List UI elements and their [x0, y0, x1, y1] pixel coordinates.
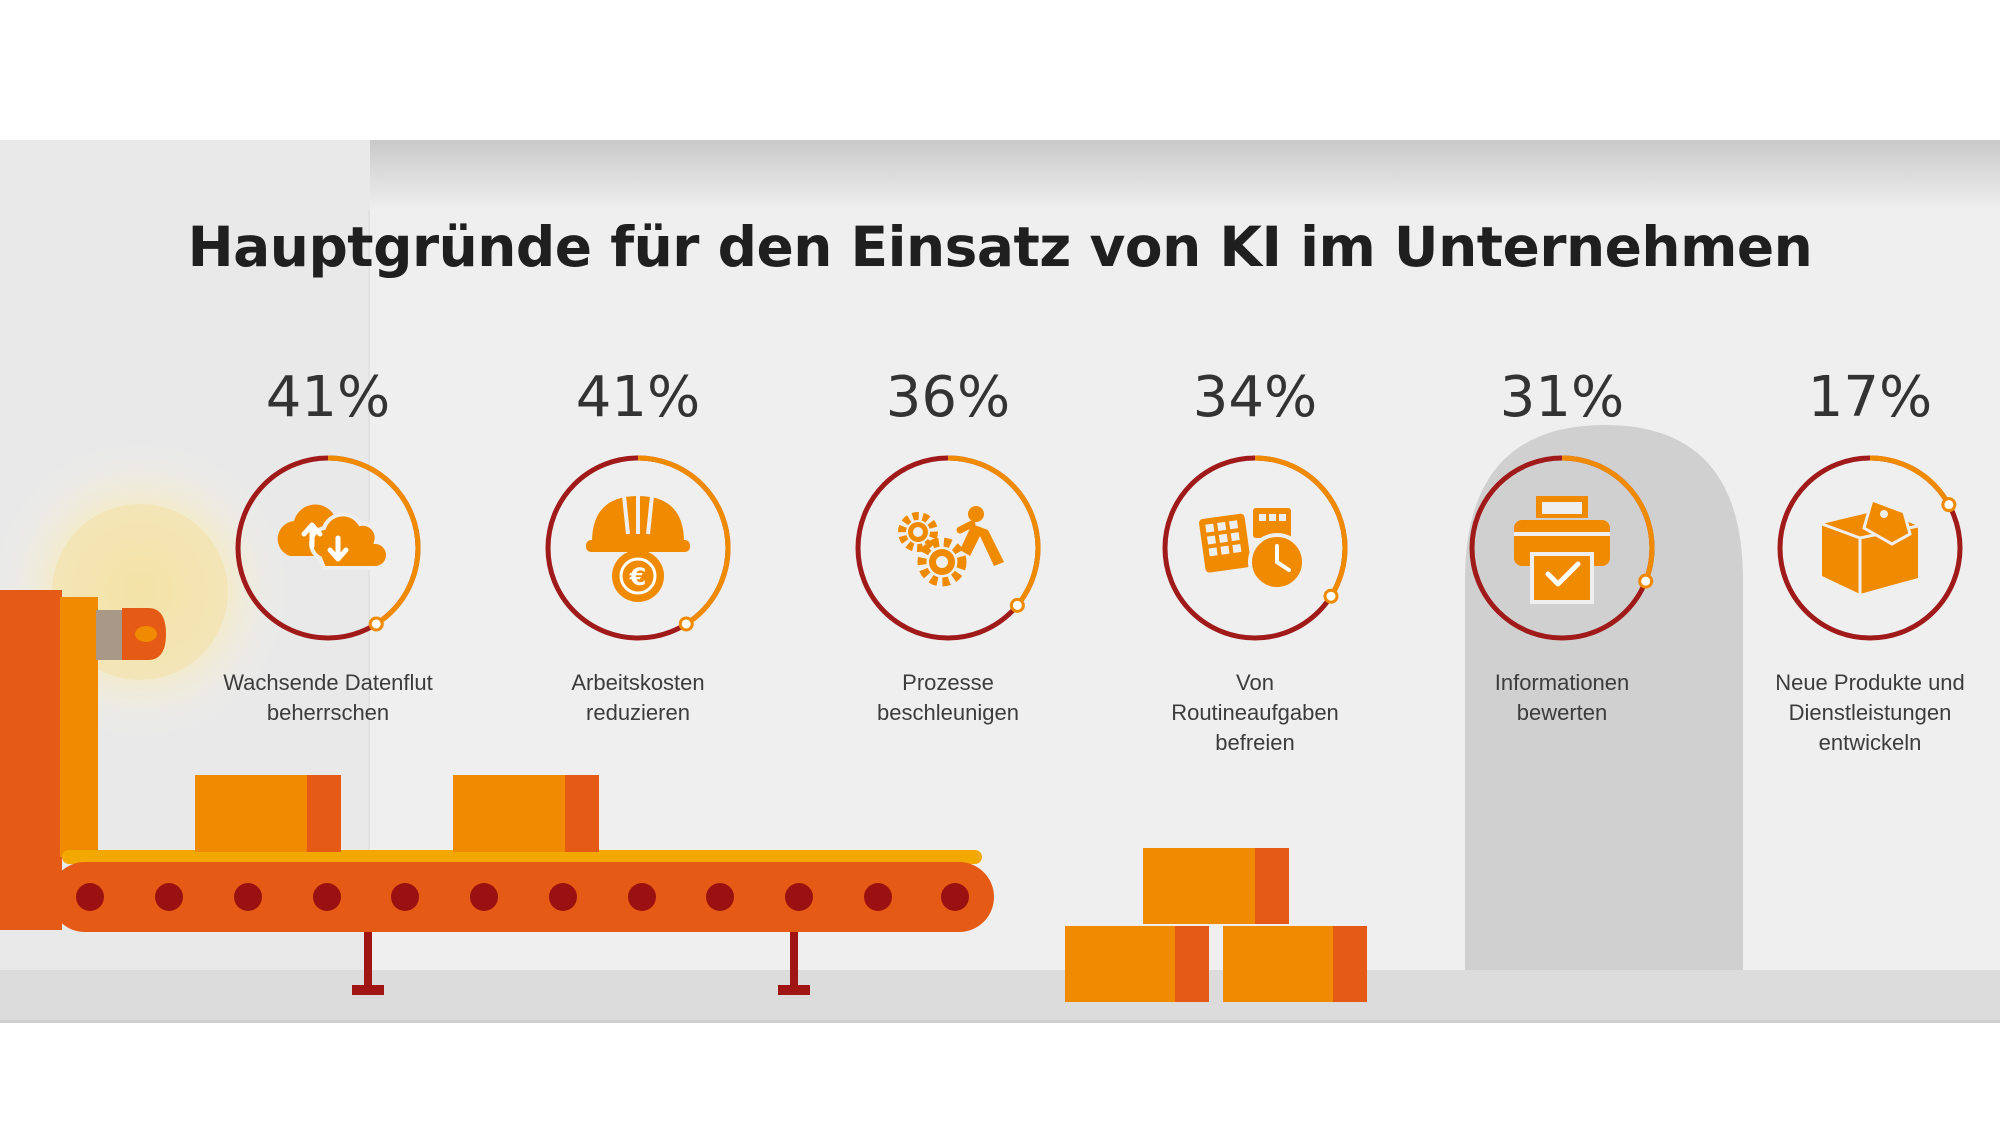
stat-label-3-line-2: beschleunigen: [877, 700, 1019, 725]
stat-value-1: 41%: [265, 365, 391, 430]
conveyor-belt: [50, 862, 994, 932]
ring-end-marker-3: [1009, 597, 1025, 613]
ring-progress-3: [855, 455, 1041, 641]
hardhat-euro-icon: €: [586, 494, 690, 602]
stat-value-6: 17%: [1807, 365, 1933, 430]
belt-box-2: [453, 775, 599, 852]
gears-worker-icon: [898, 506, 1004, 587]
ring-end-marker-2: [678, 616, 694, 632]
belt-rollers: [76, 883, 969, 911]
progress-rings: [235, 455, 1963, 641]
stat-value-3: 36%: [885, 365, 1011, 430]
stat-label-2-line-2: reduzieren: [586, 700, 690, 725]
stat-label-3-line-1: Prozesse: [902, 670, 994, 695]
box-stack: [1065, 848, 1367, 1002]
machine-front: [60, 597, 98, 857]
ring-end-marker-5: [1638, 573, 1654, 589]
printer-check-icon: [1514, 496, 1610, 604]
stat-label-4-line-1: Von: [1236, 670, 1274, 695]
stat-label-5: Informationen bewerten: [1427, 668, 1697, 728]
ring-end-marker-1: [368, 616, 384, 632]
stat-label-1-line-2: beherrschen: [266, 700, 390, 725]
stat-label-4: Von Routineaufgaben befreien: [1120, 668, 1390, 758]
ring-progress-2: [545, 455, 731, 641]
stat-label-1-line-1: Wachsende Datenflut: [223, 670, 433, 695]
belt-box-1: [195, 775, 341, 852]
stat-value-5: 31%: [1499, 365, 1625, 430]
stat-label-5-line-2: bewerten: [1516, 700, 1608, 725]
stat-label-1: Wachsende Datenflut beherrschen: [193, 668, 463, 728]
stat-label-6: Neue Produkte und Dienstleistungen entwi…: [1735, 668, 2000, 758]
floor: [0, 970, 2000, 1022]
ring-progress-5: [1469, 455, 1655, 641]
lamp-bulb: [135, 626, 157, 642]
machine-body: [0, 590, 62, 930]
lamp-neck: [96, 610, 122, 660]
ring-end-marker-4: [1323, 588, 1339, 604]
ring-progress-6: [1777, 455, 1963, 641]
cloud-sync-icon: [277, 504, 390, 571]
ring-progress-1: [235, 455, 421, 641]
chart-title: Hauptgründe für den Einsatz von KI im Un…: [187, 215, 1813, 279]
stat-label-2-line-1: Arbeitskosten: [571, 670, 705, 695]
stat-label-4-line-3: befreien: [1215, 730, 1295, 755]
stat-label-4-line-2: Routineaufgaben: [1171, 700, 1339, 725]
svg-text:€: €: [629, 563, 647, 591]
conveyor-legs: [352, 930, 810, 995]
stat-label-2: Arbeitskosten reduzieren: [503, 668, 773, 728]
stat-label-3: Prozesse beschleunigen: [813, 668, 1083, 728]
stat-label-6-line-2: Dienstleistungen: [1788, 700, 1952, 725]
stat-label-5-line-1: Informationen: [1494, 670, 1630, 695]
box-tag-icon: [1821, 498, 1919, 594]
stat-value-4: 34%: [1192, 365, 1318, 430]
stat-label-6-line-3: entwickeln: [1818, 730, 1922, 755]
stat-value-2: 41%: [575, 365, 701, 430]
calendar-clock-icon: [1199, 508, 1306, 591]
belt-top: [62, 850, 982, 864]
ring-end-marker-6: [1941, 497, 1957, 513]
stat-label-6-line-1: Neue Produkte und: [1775, 670, 1965, 695]
ring-progress-4: [1162, 455, 1348, 641]
